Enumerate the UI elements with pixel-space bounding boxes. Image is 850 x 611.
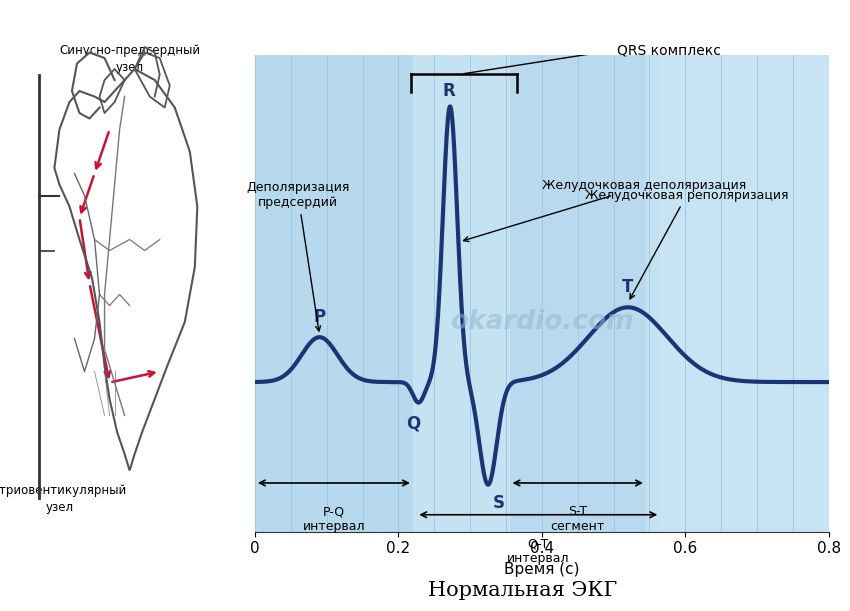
Text: S-T
сегмент: S-T сегмент	[551, 505, 605, 533]
Text: T: T	[622, 278, 633, 296]
Text: Желудочковая деполяризация: Желудочковая деполяризация	[463, 179, 746, 241]
Text: okardio.com: okardio.com	[450, 309, 634, 335]
Text: Нормальная ЭКГ: Нормальная ЭКГ	[428, 580, 617, 600]
Text: Q-T
интервал: Q-T интервал	[507, 537, 570, 565]
Bar	[255, 55, 413, 532]
Text: узел: узел	[45, 501, 73, 514]
Text: QRS комплекс: QRS комплекс	[617, 43, 721, 57]
Text: P: P	[314, 308, 326, 326]
Text: R: R	[442, 82, 455, 100]
Text: Деполяризация
предсердий: Деполяризация предсердий	[246, 181, 349, 331]
Bar	[416, 55, 660, 532]
Text: Атриовентикулярный: Атриовентикулярный	[0, 484, 127, 497]
Text: P-Q
интервал: P-Q интервал	[303, 505, 366, 533]
Text: Q: Q	[405, 415, 420, 433]
Text: Синусно-предсердный: Синусно-предсердный	[59, 45, 201, 57]
Text: S: S	[493, 494, 505, 512]
Text: узел: узел	[116, 60, 144, 74]
Text: Желудочковая реполяризация: Желудочковая реполяризация	[585, 189, 789, 299]
X-axis label: Время (с): Время (с)	[504, 562, 580, 577]
Bar	[510, 55, 646, 532]
